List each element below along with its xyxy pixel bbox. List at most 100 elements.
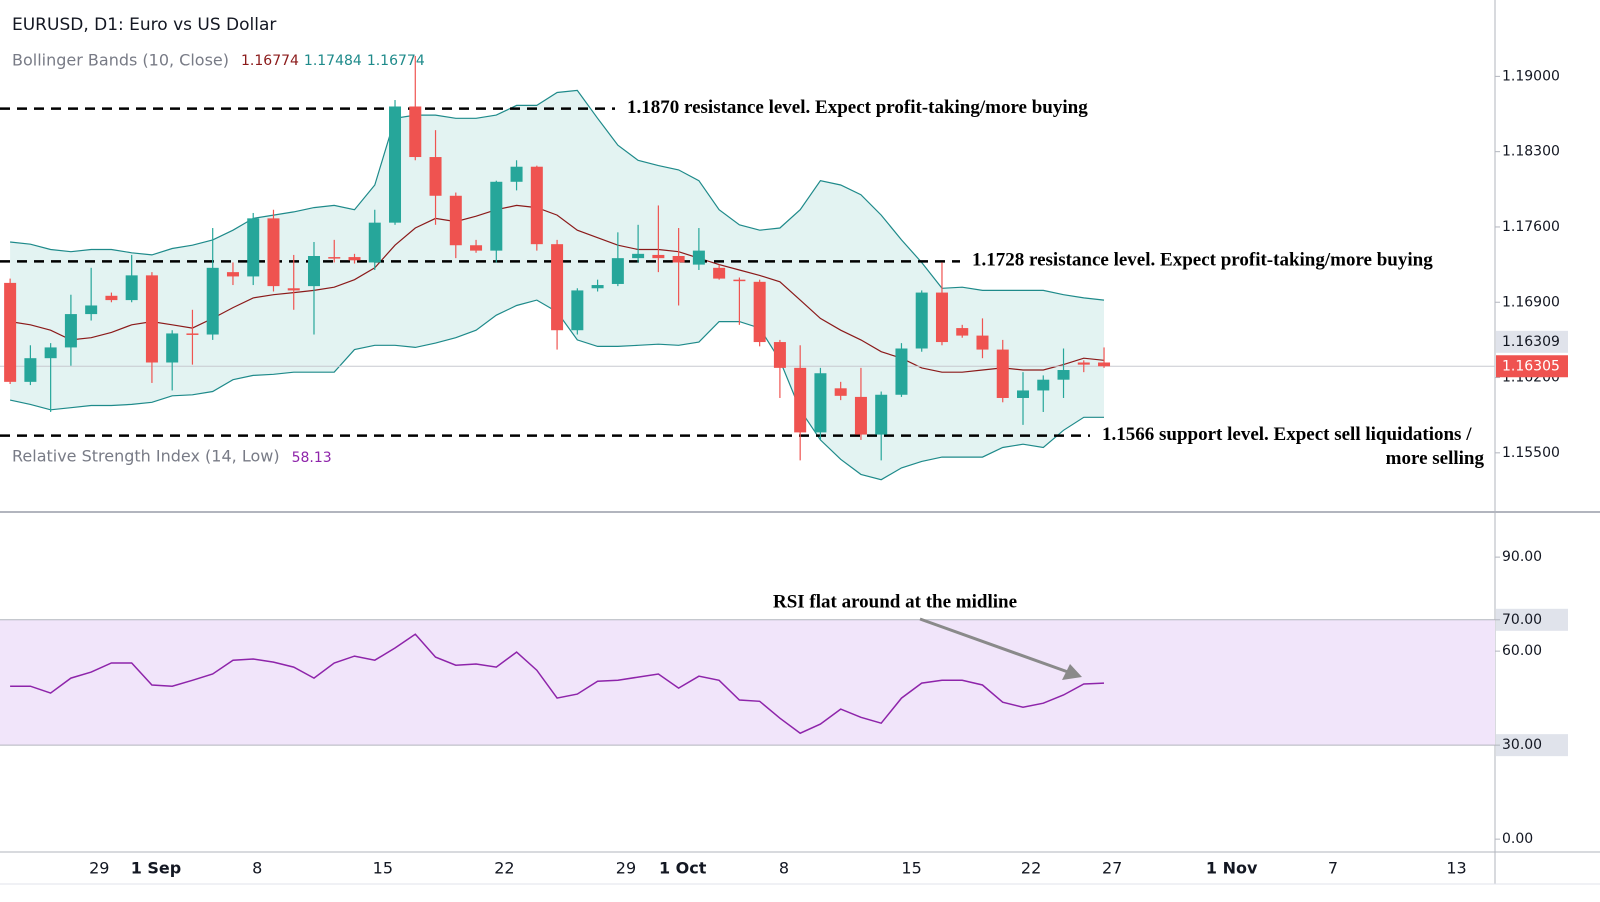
rsi-band bbox=[0, 619, 1495, 746]
candle-body bbox=[409, 106, 422, 158]
candle-body bbox=[348, 257, 361, 261]
candle-body bbox=[368, 222, 381, 263]
candle-body bbox=[956, 328, 969, 336]
candle-body bbox=[429, 157, 442, 196]
x-tick-label: 15 bbox=[373, 859, 393, 878]
candle-body bbox=[692, 250, 705, 265]
tick-box bbox=[1496, 734, 1568, 757]
candle-body bbox=[1098, 362, 1111, 367]
candle-body bbox=[490, 181, 503, 251]
x-tick-label: 13 bbox=[1446, 859, 1466, 878]
candle-body bbox=[449, 195, 462, 246]
candle-body bbox=[571, 290, 584, 331]
y-tick-label: 1.18300 bbox=[1502, 144, 1560, 160]
candle-body bbox=[814, 373, 827, 433]
level-label: 1.1728 resistance level. Expect profit-t… bbox=[972, 250, 1433, 271]
arrow-head bbox=[1062, 664, 1082, 680]
y-tick-label: 30.00 bbox=[1502, 737, 1542, 753]
candle-body bbox=[834, 388, 847, 396]
candle-body bbox=[125, 275, 138, 301]
y-tick-label: 60.00 bbox=[1502, 643, 1542, 659]
y-tick-label: 90.00 bbox=[1502, 549, 1542, 565]
candle-body bbox=[773, 342, 786, 368]
candle-body bbox=[166, 333, 179, 363]
candle-body bbox=[672, 256, 685, 263]
y-tick-label: 70.00 bbox=[1502, 612, 1542, 628]
candle-body bbox=[591, 285, 604, 289]
indicator-label: Relative Strength Index (14, Low) bbox=[12, 447, 280, 466]
candle-body bbox=[287, 288, 300, 291]
candle-body bbox=[267, 218, 280, 287]
candle-body bbox=[530, 166, 543, 245]
candle-body bbox=[733, 279, 746, 282]
y-tick-label: 1.16900 bbox=[1502, 294, 1560, 310]
candle-body bbox=[632, 253, 645, 259]
candle-body bbox=[24, 358, 37, 382]
indicator-value: 1.17484 bbox=[304, 53, 362, 69]
candle-body bbox=[915, 292, 928, 349]
y-tick-label: 1.15500 bbox=[1502, 445, 1560, 461]
candle-body bbox=[145, 275, 158, 363]
candle-body bbox=[510, 166, 523, 182]
level-label: more selling bbox=[1386, 448, 1485, 469]
candle-body bbox=[389, 106, 402, 223]
x-tick-label: 29 bbox=[89, 859, 109, 878]
x-tick-label: 7 bbox=[1328, 859, 1338, 878]
chart-title: EURUSD, D1: Euro vs US Dollar bbox=[12, 15, 276, 35]
candle-body bbox=[206, 267, 219, 335]
price-label-box bbox=[1496, 355, 1568, 378]
x-tick-label: 27 bbox=[1102, 859, 1122, 878]
x-tick-label: 8 bbox=[252, 859, 262, 878]
candle-body bbox=[1017, 390, 1030, 398]
price-label: 1.16309 bbox=[1502, 334, 1560, 350]
annotation-arrow bbox=[919, 617, 1069, 674]
candle-body bbox=[64, 314, 77, 348]
candle-body bbox=[895, 348, 908, 395]
x-tick-label: 15 bbox=[901, 859, 921, 878]
candle-body bbox=[652, 254, 665, 259]
candle-body bbox=[1057, 370, 1070, 380]
candle-body bbox=[328, 257, 341, 259]
candle-body bbox=[713, 267, 726, 279]
candle-body bbox=[875, 394, 888, 435]
candle-body bbox=[935, 292, 948, 343]
candle-body bbox=[307, 256, 320, 287]
tick-box bbox=[1496, 608, 1568, 631]
candle-body bbox=[794, 367, 807, 433]
x-tick-label: 1 Nov bbox=[1206, 859, 1258, 878]
candle-body bbox=[611, 258, 624, 284]
candle-body bbox=[226, 272, 239, 277]
y-tick-label: 1.17600 bbox=[1502, 219, 1560, 235]
rsi-line bbox=[10, 633, 1105, 735]
x-tick-label: 8 bbox=[779, 859, 789, 878]
candle-body bbox=[996, 349, 1009, 398]
x-tick-label: 1 Sep bbox=[131, 859, 182, 878]
candle-body bbox=[854, 396, 867, 435]
candle-body bbox=[186, 333, 199, 335]
candle-body bbox=[4, 282, 17, 382]
x-tick-label: 22 bbox=[1021, 859, 1041, 878]
indicator-value: 1.16774 bbox=[241, 53, 299, 69]
level-label: 1.1566 support level. Expect sell liquid… bbox=[1102, 424, 1472, 445]
candle-body bbox=[85, 305, 98, 315]
x-tick-label: 22 bbox=[494, 859, 514, 878]
y-tick-label: 1.19000 bbox=[1502, 68, 1560, 84]
price-label-box bbox=[1496, 330, 1568, 353]
x-tick-label: 29 bbox=[616, 859, 636, 878]
candle-body bbox=[44, 347, 57, 359]
indicator-label: Bollinger Bands (10, Close) bbox=[12, 51, 229, 70]
price-label: 1.16305 bbox=[1502, 358, 1560, 374]
candle-body bbox=[753, 281, 766, 343]
rsi-annotation: RSI flat around at the midline bbox=[773, 591, 1017, 612]
candle-body bbox=[105, 295, 118, 301]
candle-body bbox=[551, 244, 564, 331]
indicator-value: 58.13 bbox=[292, 450, 332, 466]
candle-body bbox=[976, 335, 989, 350]
candle-body bbox=[470, 245, 483, 251]
indicator-value: 1.16774 bbox=[367, 53, 425, 69]
level-label: 1.1870 resistance level. Expect profit-t… bbox=[627, 97, 1088, 118]
candle-body bbox=[1077, 362, 1090, 365]
candle-body bbox=[247, 218, 260, 277]
